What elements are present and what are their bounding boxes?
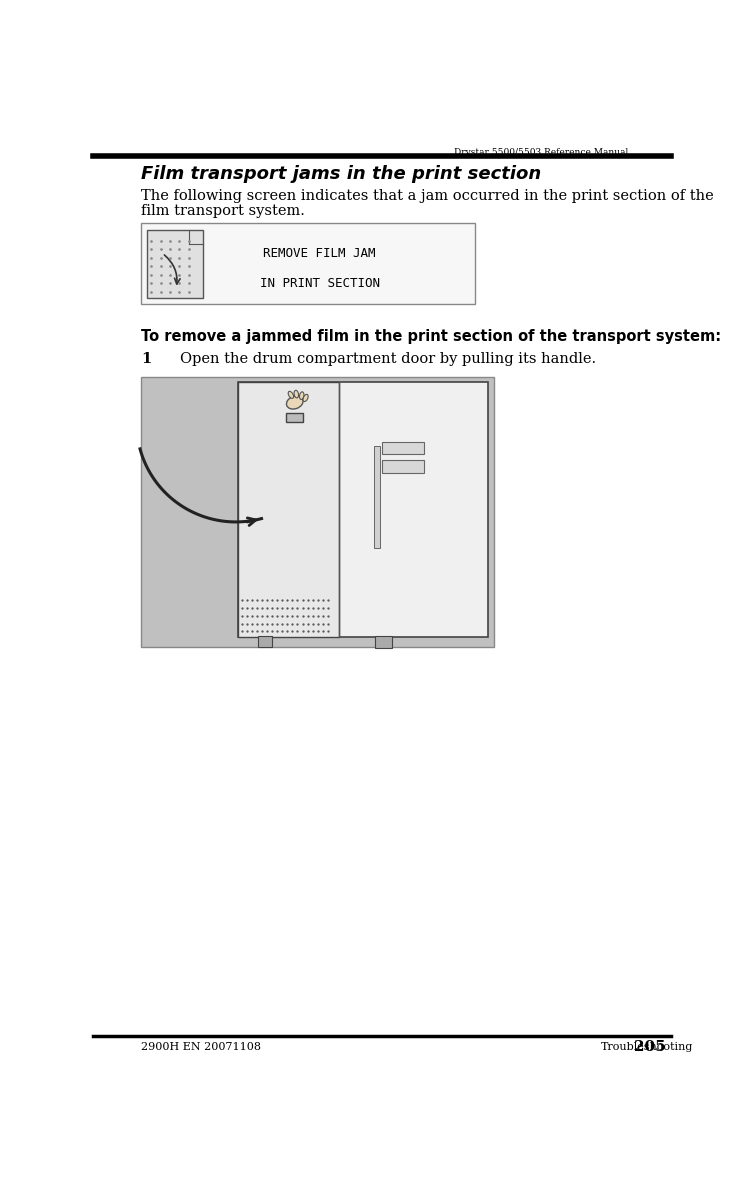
- Bar: [381, 460, 424, 473]
- Text: Troubleshooting: Troubleshooting: [601, 1042, 693, 1052]
- Bar: [374, 446, 380, 548]
- Bar: [286, 413, 304, 422]
- Bar: [381, 442, 424, 454]
- Ellipse shape: [288, 391, 293, 398]
- Bar: [141, 377, 494, 646]
- Text: 2900H EN 20071108: 2900H EN 20071108: [141, 1042, 261, 1052]
- Text: REMOVE FILM JAM: REMOVE FILM JAM: [263, 247, 376, 260]
- Bar: [257, 636, 272, 646]
- Ellipse shape: [300, 391, 304, 400]
- Text: Film transport jams in the print section: Film transport jams in the print section: [141, 165, 542, 184]
- Text: 205: 205: [633, 1040, 665, 1054]
- Ellipse shape: [294, 390, 298, 398]
- Bar: [238, 382, 488, 637]
- Text: To remove a jammed film in the print section of the transport system:: To remove a jammed film in the print sec…: [141, 329, 721, 344]
- Ellipse shape: [303, 395, 308, 402]
- Text: Drystar 5500/5503 Reference Manual: Drystar 5500/5503 Reference Manual: [454, 148, 628, 157]
- Text: film transport system.: film transport system.: [141, 204, 305, 218]
- Ellipse shape: [286, 396, 303, 409]
- Text: Open the drum compartment door by pulling its handle.: Open the drum compartment door by pullin…: [180, 352, 596, 365]
- Bar: [147, 230, 202, 298]
- Text: 1: 1: [141, 352, 151, 365]
- Text: The following screen indicates that a jam occurred in the print section of the: The following screen indicates that a ja…: [141, 189, 714, 203]
- Bar: [141, 223, 474, 304]
- Text: IN PRINT SECTION: IN PRINT SECTION: [260, 276, 380, 289]
- Bar: [238, 382, 339, 637]
- Bar: [375, 636, 392, 649]
